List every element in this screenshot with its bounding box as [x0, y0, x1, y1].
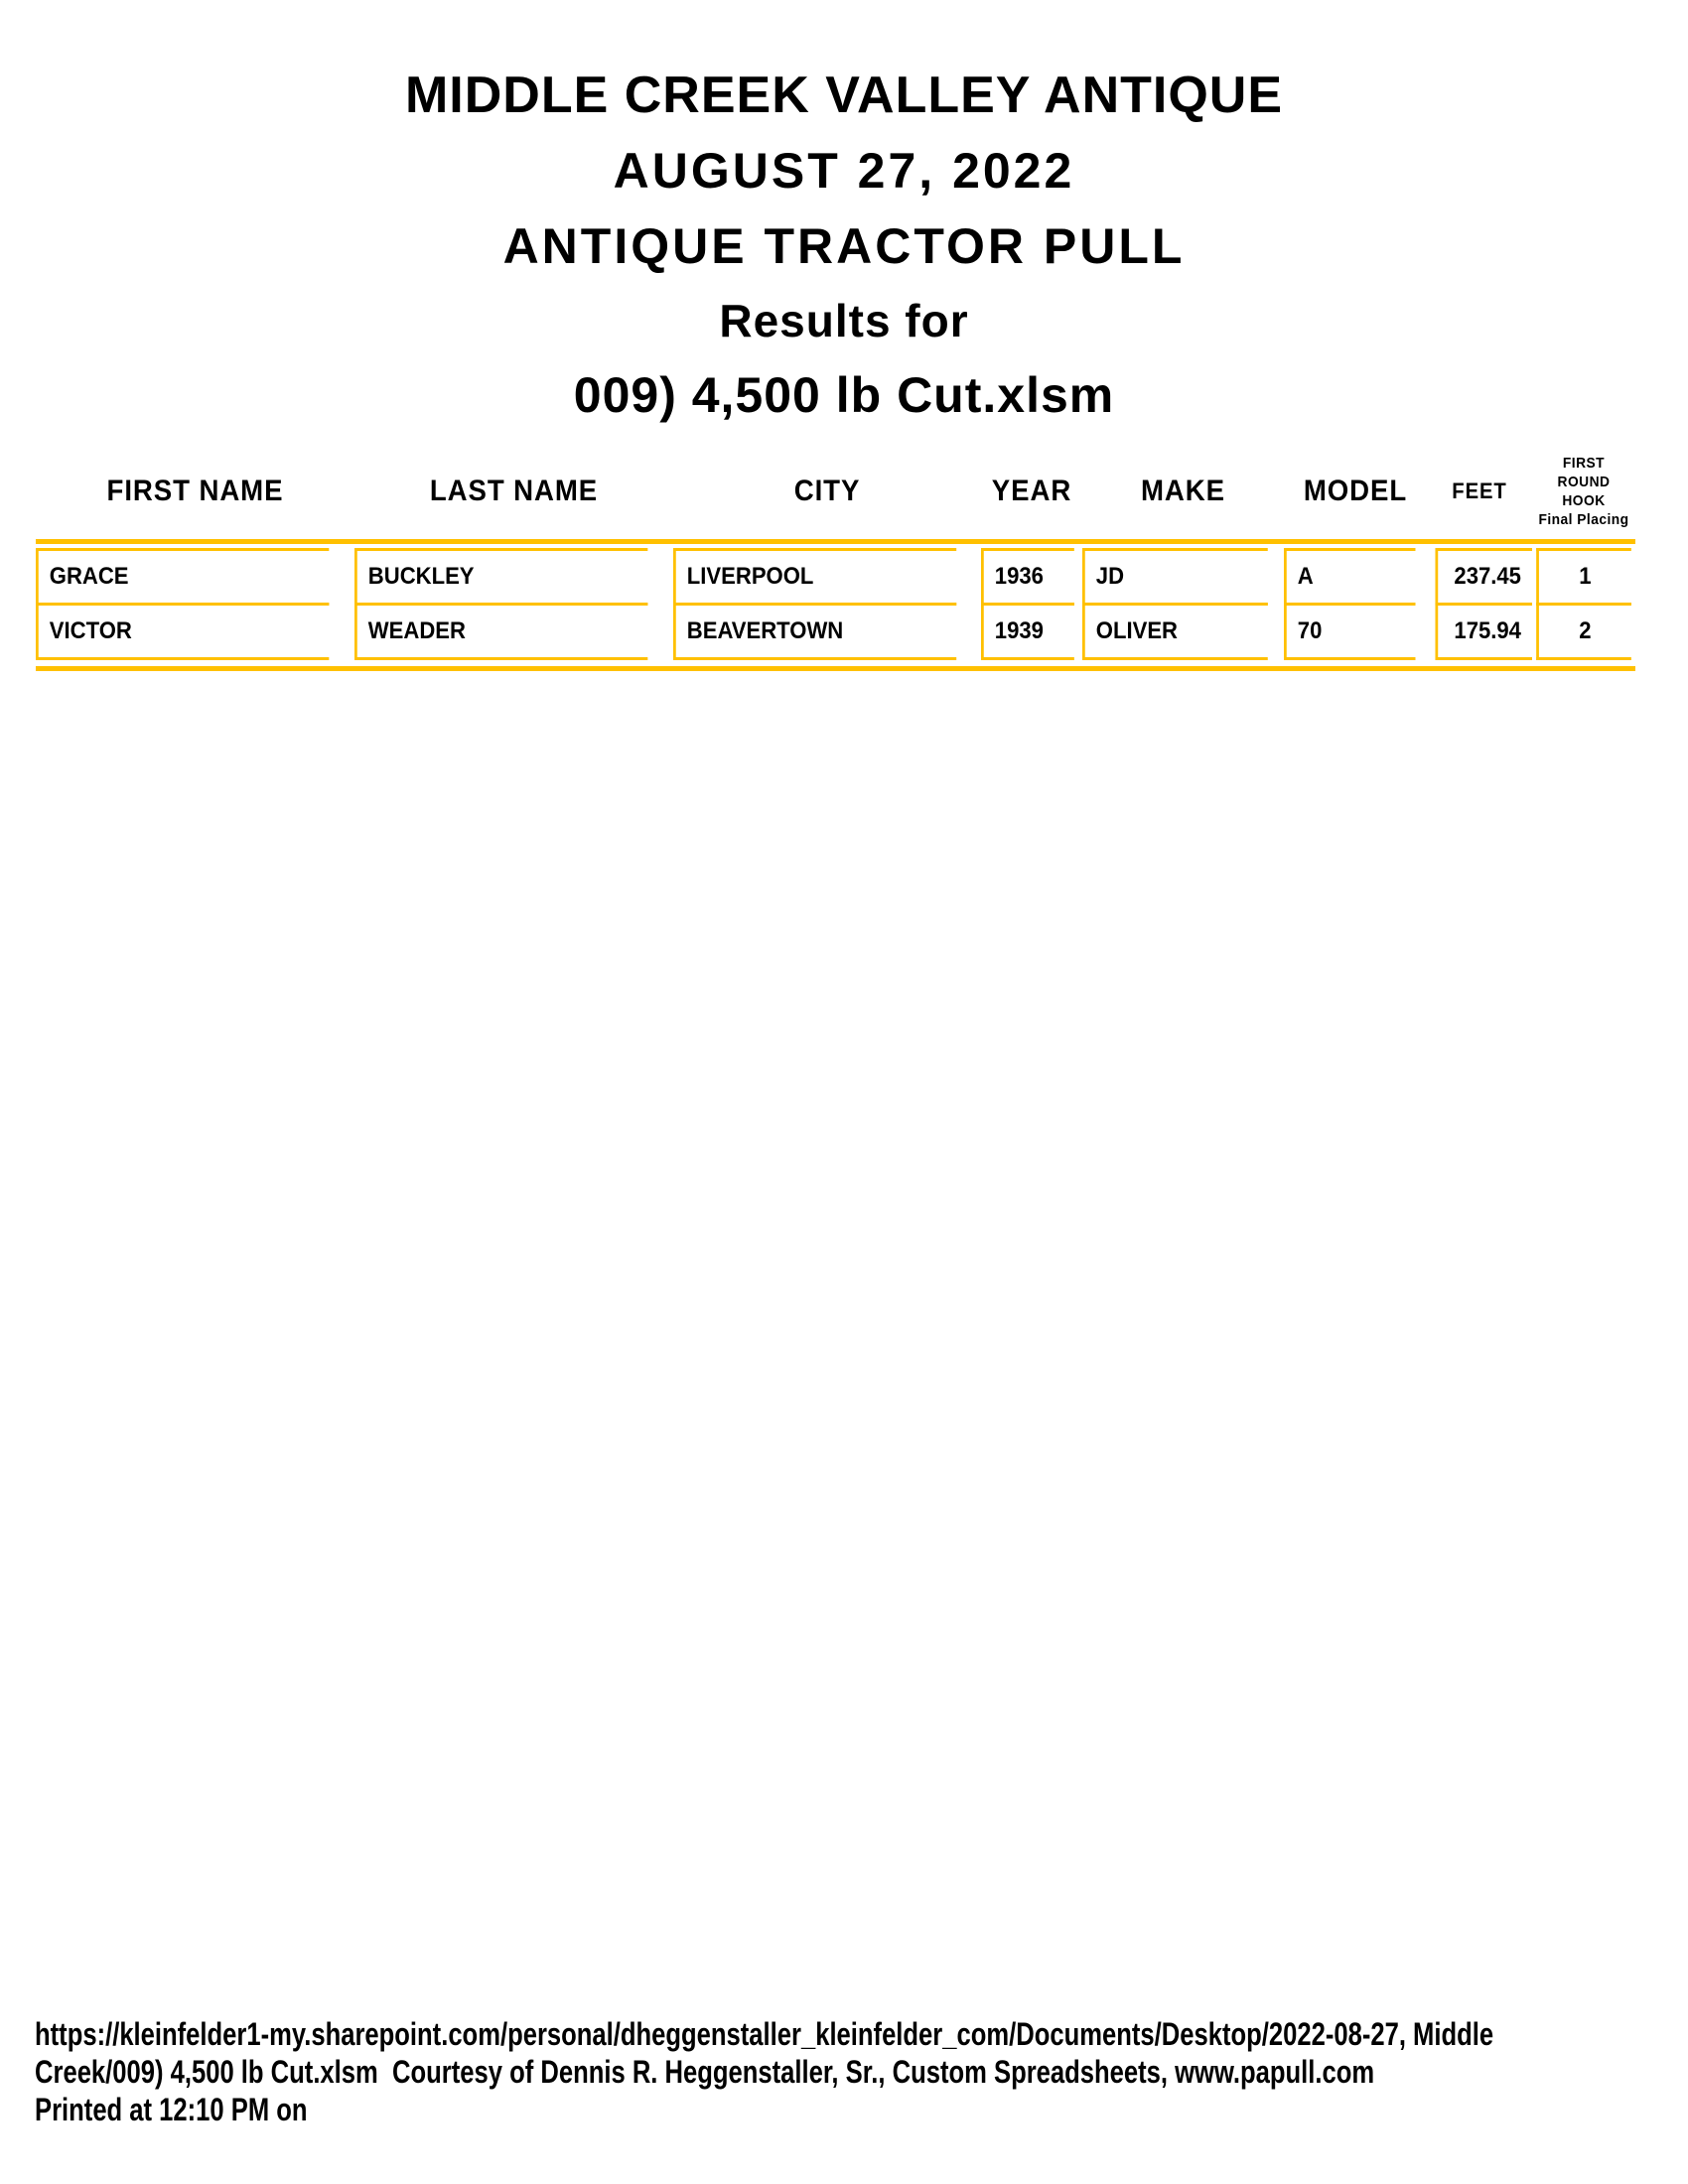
- column-header-hook-placing: FIRST ROUND HOOK Final Placing: [1536, 452, 1631, 531]
- cell-model: 70: [1284, 603, 1416, 660]
- hook-header-line-1: FIRST ROUND: [1557, 455, 1611, 490]
- title-line-date: AUGUST 27, 2022: [613, 143, 1075, 199]
- cell-make: JD: [1082, 548, 1268, 606]
- hook-header-line-3: Final Placing: [1538, 511, 1629, 528]
- column-header-city: CITY: [793, 475, 861, 507]
- cell-last-name: WEADER: [354, 603, 648, 660]
- footer-path-line-2: Creek/009) 4,500 lb Cut.xlsm Courtesy of…: [35, 2054, 1375, 2090]
- cell-feet: 237.45: [1435, 548, 1532, 606]
- title-block: MIDDLE CREEK VALLEY ANTIQUE AUGUST 27, 2…: [0, 58, 1688, 433]
- column-header-year: YEAR: [991, 475, 1072, 507]
- cell-city: BEAVERTOWN: [673, 603, 957, 660]
- cell-placing: 1: [1536, 548, 1631, 606]
- footer-printed-at: Printed at 12:10 PM on: [35, 2092, 308, 2127]
- cell-first-name: VICTOR: [36, 603, 330, 660]
- title-line-results-for: Results for: [719, 295, 969, 346]
- cell-model: A: [1284, 548, 1416, 606]
- table-bottom-rule: [36, 666, 1635, 671]
- page-footer: https://kleinfelder1-my.sharepoint.com/p…: [35, 2015, 1683, 2128]
- hook-header-line-2: HOOK: [1562, 492, 1606, 509]
- cell-last-name: BUCKLEY: [354, 548, 648, 606]
- column-header-feet: FEET: [1452, 478, 1507, 503]
- cell-city: LIVERPOOL: [673, 548, 957, 606]
- cell-first-name: GRACE: [36, 548, 330, 606]
- column-header-last-name: LAST NAME: [429, 475, 599, 507]
- footer-path-line-1: https://kleinfelder1-my.sharepoint.com/p…: [35, 2016, 1494, 2052]
- title-line-class-file: 009) 4,500 lb Cut.xlsm: [573, 367, 1115, 423]
- results-table-header: FIRST NAME LAST NAME CITY YEAR MAKE MODE…: [36, 452, 1635, 531]
- table-row: VICTOR WEADER BEAVERTOWN 1939 OLIVER 70 …: [36, 603, 1635, 660]
- column-header-make: MAKE: [1141, 475, 1225, 507]
- table-top-rule: [36, 539, 1635, 544]
- title-line-pull: ANTIQUE TRACTOR PULL: [502, 218, 1186, 274]
- cell-feet: 175.94: [1435, 603, 1532, 660]
- cell-year: 1939: [981, 603, 1074, 660]
- title-line-event: MIDDLE CREEK VALLEY ANTIQUE: [404, 67, 1284, 124]
- cell-placing: 2: [1536, 603, 1631, 660]
- cell-make: OLIVER: [1082, 603, 1268, 660]
- cell-year: 1936: [981, 548, 1074, 606]
- table-row: GRACE BUCKLEY LIVERPOOL 1936 JD A 237.45…: [36, 548, 1635, 606]
- column-header-first-name: FIRST NAME: [106, 475, 284, 507]
- column-header-model: MODEL: [1303, 475, 1408, 507]
